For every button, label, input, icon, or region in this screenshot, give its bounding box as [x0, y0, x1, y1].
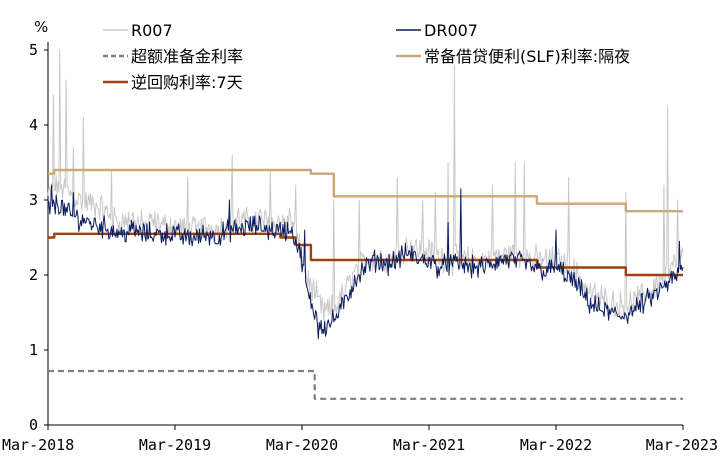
- y-unit-label: %: [34, 18, 48, 36]
- legend-label: 常备借贷便利(SLF)利率:隔夜: [424, 47, 630, 66]
- series-line: [48, 232, 683, 277]
- series-layer: [47, 49, 684, 400]
- axes: 0 1 2 3 4 5 Mar-2018 Mar-2019 Mar-2020 Mar-2021 Ma…: [2, 41, 718, 454]
- y-tick-label: 1: [29, 341, 38, 359]
- x-tick-label: Mar-2021: [393, 436, 465, 454]
- y-tick-label: 5: [29, 41, 38, 59]
- x-tick-label: Mar-2019: [139, 436, 211, 454]
- x-tick-label: Mar-2018: [2, 436, 74, 454]
- series-line: [48, 369, 683, 400]
- y-tick-label: 2: [29, 266, 38, 284]
- legend-label: 逆回购利率:7天: [131, 73, 243, 92]
- y-tick-label: 4: [29, 116, 38, 134]
- y-tick-label: 3: [29, 191, 38, 209]
- x-tick-label: Mar-2022: [520, 436, 592, 454]
- series-line: [47, 184, 684, 340]
- x-tick-label: Mar-2020: [266, 436, 338, 454]
- legend-label: R007: [131, 21, 173, 40]
- x-tick-label: Mar-2023: [646, 436, 718, 454]
- legend-label: 超额准备金利率: [131, 47, 243, 66]
- series-line: [48, 168, 683, 213]
- y-tick-label: 0: [29, 416, 38, 434]
- legend-label: DR007: [424, 21, 478, 40]
